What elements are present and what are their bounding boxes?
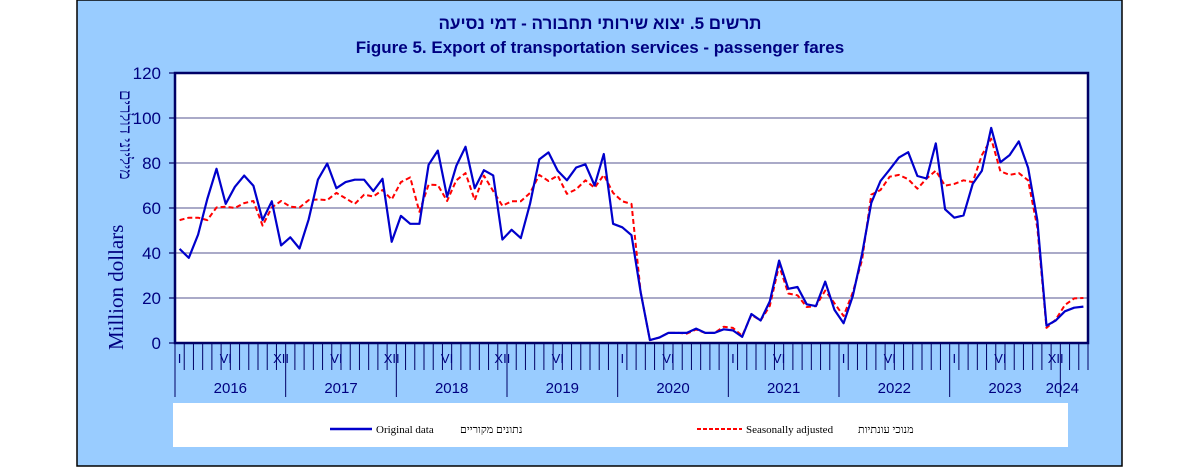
year-label: 2022 <box>878 380 911 397</box>
chart-title: Figure 5. Export of transportation servi… <box>356 38 844 57</box>
month-label: I <box>952 351 956 366</box>
month-label: I <box>620 351 624 366</box>
month-label: VI <box>220 351 232 366</box>
year-label: 2016 <box>214 380 247 397</box>
year-label: 2020 <box>656 380 689 397</box>
month-label: VI <box>662 351 674 366</box>
month-label: I <box>731 351 735 366</box>
legend-label-original: Original data <box>376 424 434 436</box>
month-label: XII <box>494 351 510 366</box>
series-line-seasonally-adjusted <box>179 137 1084 342</box>
y-tick-label: 0 <box>152 334 161 353</box>
legend-label-seasonal: Seasonally adjusted <box>746 424 834 436</box>
y-tick-label: 80 <box>142 154 161 173</box>
y-tick-label: 40 <box>142 244 161 263</box>
month-label: VI <box>330 351 342 366</box>
year-label: 2021 <box>767 380 800 397</box>
plot-frame <box>173 71 1090 345</box>
month-label: VI <box>994 351 1006 366</box>
year-label: 2018 <box>435 380 468 397</box>
year-label: 2017 <box>324 380 357 397</box>
y-tick-label: 60 <box>142 199 161 218</box>
series-line-original <box>178 126 1084 342</box>
month-label: VI <box>552 351 564 366</box>
chart-title-hebrew: תרשים 5. יצוא שירותי תחבורה - דמי נסיעה <box>438 14 761 33</box>
legend: Original data נתונים מקוריים Seasonally … <box>173 403 1068 447</box>
year-label: 2023 <box>988 380 1021 397</box>
y-tick-label: 20 <box>142 289 161 308</box>
legend-box <box>173 403 1068 447</box>
month-label: VI <box>441 351 453 366</box>
y-tick-label: 120 <box>133 64 161 83</box>
month-label: XII <box>384 351 400 366</box>
x-axis: I VI XII VI XII VI XII VI I VI I VI I VI I VI XII 2016 201… <box>174 343 1089 397</box>
y-axis-title: Million dollars <box>104 225 128 350</box>
month-label: I <box>178 351 182 366</box>
month-label: I <box>842 351 846 366</box>
legend-label-seasonal-hebrew: מנוכי עונתיות <box>858 424 914 436</box>
legend-label-original-hebrew: נתונים מקוריים <box>460 424 522 436</box>
month-label: XII <box>1048 351 1064 366</box>
month-label: XII <box>273 351 289 366</box>
y-tick-label: 100 <box>133 109 161 128</box>
year-label: 2019 <box>546 380 579 397</box>
y-axis-title-hebrew: מיליוני דולרים <box>116 90 135 179</box>
month-label: VI <box>884 351 896 366</box>
series-lines <box>178 126 1084 342</box>
y-axis-ticks: 0 20 40 60 80 100 120 <box>133 64 175 353</box>
month-label: VI <box>773 351 785 366</box>
year-label: 2024 <box>1046 380 1079 397</box>
